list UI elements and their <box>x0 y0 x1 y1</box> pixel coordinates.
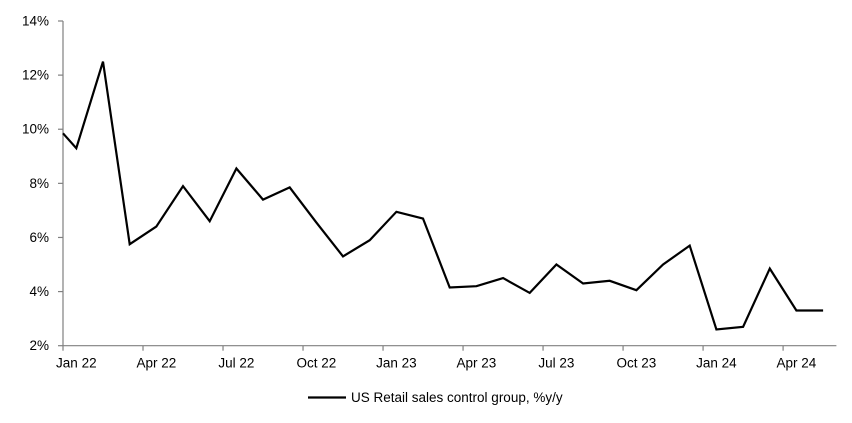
y-axis-ticks <box>58 20 63 347</box>
x-axis-tick-label: Oct 22 <box>296 356 336 371</box>
chart-legend: US Retail sales control group, %y/y <box>308 390 563 405</box>
x-axis-tick-label: Apr 22 <box>136 356 176 371</box>
legend-label: US Retail sales control group, %y/y <box>351 390 563 405</box>
x-axis-tick-label: Jan 24 <box>696 356 737 371</box>
data-series-line <box>62 61 824 331</box>
y-axis-tick-label: 14% <box>22 14 49 29</box>
y-axis-tick-label: 2% <box>29 338 49 353</box>
y-axis-tick-label: 4% <box>29 284 49 299</box>
x-axis-tick-label: Jul 22 <box>218 356 254 371</box>
x-axis-ticks <box>62 345 784 351</box>
x-axis-tick-label: Apr 23 <box>456 356 496 371</box>
x-axis-tick-label: Jul 23 <box>538 356 574 371</box>
y-axis-tick-label: 10% <box>22 122 49 137</box>
y-axis-tick-label: 8% <box>29 176 49 191</box>
x-axis-labels: Jan 22 Apr 22 Jul 22 Oct 22 Jan 23 Apr 23 Jul … <box>56 356 817 371</box>
x-axis-tick-label: Jan 22 <box>56 356 97 371</box>
y-axis-tick-label: 6% <box>29 230 49 245</box>
x-axis-tick-label: Oct 23 <box>617 356 657 371</box>
x-axis-tick-label: Apr 24 <box>777 356 817 371</box>
y-axis-labels: 14% 12% 10% 8% 6% 4% 2% <box>22 14 49 354</box>
x-axis-tick-label: Jan 23 <box>376 356 417 371</box>
y-axis-tick-label: 12% <box>22 68 49 83</box>
